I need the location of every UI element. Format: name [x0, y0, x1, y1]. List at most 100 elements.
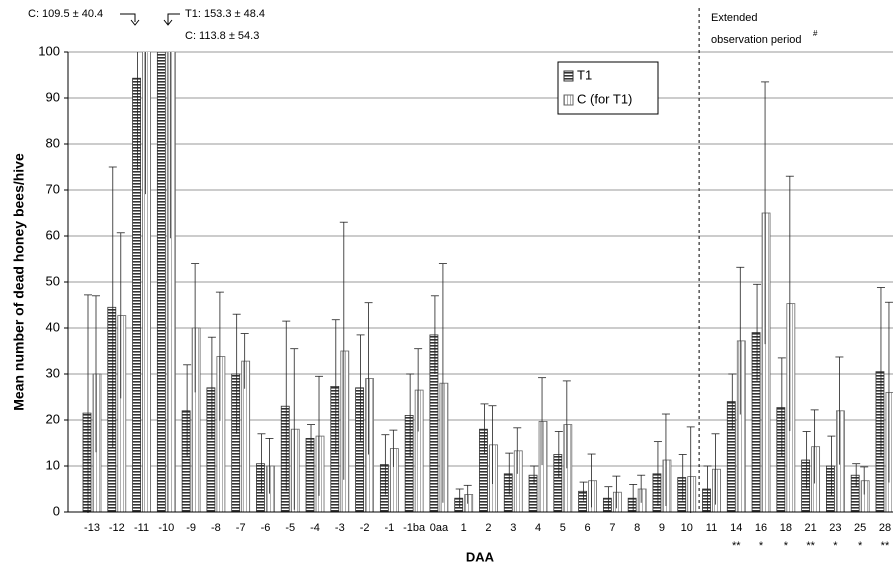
y-tick-label: 30 [46, 365, 60, 380]
y-tick-label: 80 [46, 135, 60, 150]
plot-area [82, 52, 893, 513]
x-tick-label: 9 [659, 522, 665, 534]
error-bar [414, 348, 423, 432]
bar [92, 373, 102, 513]
error-bar [183, 364, 192, 457]
x-tick-label: 28 [879, 522, 891, 534]
bar [850, 474, 860, 513]
error-bar [562, 380, 571, 469]
bar [553, 454, 563, 513]
bar [389, 448, 399, 513]
x-tick-label: -7 [236, 522, 246, 534]
x-tick-label: -10 [158, 522, 174, 534]
y-tick-label: 90 [46, 89, 60, 104]
bar [528, 474, 538, 513]
bar [454, 497, 464, 513]
x-tick-label: 7 [609, 522, 615, 534]
error-bar [505, 452, 514, 495]
bar [206, 387, 216, 513]
error-bar [315, 375, 324, 496]
bar [429, 334, 439, 513]
bar [231, 373, 241, 513]
error-bar [612, 475, 621, 509]
bar [156, 52, 166, 513]
error-bar [191, 263, 200, 393]
significance-label: * [759, 540, 764, 552]
bar [801, 459, 811, 513]
error-bar [579, 481, 588, 501]
x-tick-label: -1ba [403, 522, 426, 534]
significance-label: * [858, 540, 863, 552]
bar [637, 488, 647, 513]
bar [662, 459, 672, 513]
x-tick-label: -6 [261, 522, 271, 534]
error-bar [137, 52, 138, 171]
x-tick-label: -3 [335, 522, 345, 534]
x-tick-label: 5 [560, 522, 566, 534]
bar [761, 212, 771, 513]
bar [166, 52, 176, 513]
x-tick-label: 6 [585, 522, 591, 534]
bar [538, 420, 548, 513]
y-tick-label: 20 [46, 411, 60, 426]
error-bar [265, 437, 274, 494]
error-bar [711, 433, 720, 505]
error-bar [389, 429, 398, 467]
x-tick-label: -5 [285, 522, 295, 534]
annotation: C: 113.8 ± 54.3 [185, 30, 259, 42]
bar [726, 401, 736, 513]
bar [627, 497, 637, 513]
error-bar [215, 291, 224, 421]
annotation-arrow [120, 13, 140, 26]
significance-label: * [833, 540, 838, 552]
error-bar [653, 441, 662, 507]
y-axis-title: Mean number of dead honey bees/hive [11, 153, 27, 411]
error-bar [860, 466, 869, 495]
error-bar [169, 52, 171, 239]
x-axis-title: DAA [466, 549, 495, 564]
error-bar [463, 484, 472, 504]
error-bar [240, 333, 249, 389]
annotation: # [813, 29, 818, 38]
annotation: Extended [711, 12, 757, 24]
bar [191, 327, 201, 513]
y-tick-label: 0 [53, 503, 60, 518]
error-bar [810, 409, 819, 484]
x-tick-label: -13 [84, 522, 100, 534]
y-tick-label: 40 [46, 319, 60, 334]
y-tick-label: 60 [46, 227, 60, 242]
bar [677, 477, 687, 513]
error-bar [629, 483, 638, 512]
legend-swatch [563, 94, 574, 106]
bar [216, 356, 226, 513]
x-tick-label: -8 [211, 522, 221, 534]
x-tick-label: 10 [681, 522, 693, 534]
x-tick-label: 23 [829, 522, 841, 534]
error-bar [736, 266, 745, 415]
bar [503, 473, 513, 513]
error-bar [381, 434, 390, 495]
error-bar [876, 287, 885, 456]
error-bar [554, 431, 563, 478]
bar [875, 371, 885, 513]
x-tick-label: 14 [730, 522, 742, 534]
legend-swatch [563, 70, 574, 82]
error-bar [530, 465, 539, 485]
bar [479, 428, 488, 513]
error-bar [678, 454, 687, 501]
x-tick-label: 2 [485, 522, 491, 534]
bar [489, 444, 498, 513]
bar [82, 412, 92, 513]
error-bar [207, 336, 216, 439]
error-bar [538, 377, 547, 466]
bar [439, 382, 449, 513]
error-bar [290, 348, 299, 510]
bar [513, 450, 523, 513]
y-tick-label: 50 [46, 273, 60, 288]
error-bar [108, 166, 117, 448]
x-tick-label: -12 [109, 522, 125, 534]
bar [355, 387, 364, 513]
significance-label: ** [881, 540, 890, 552]
error-bar [785, 175, 794, 432]
significance-label: ** [732, 540, 741, 552]
